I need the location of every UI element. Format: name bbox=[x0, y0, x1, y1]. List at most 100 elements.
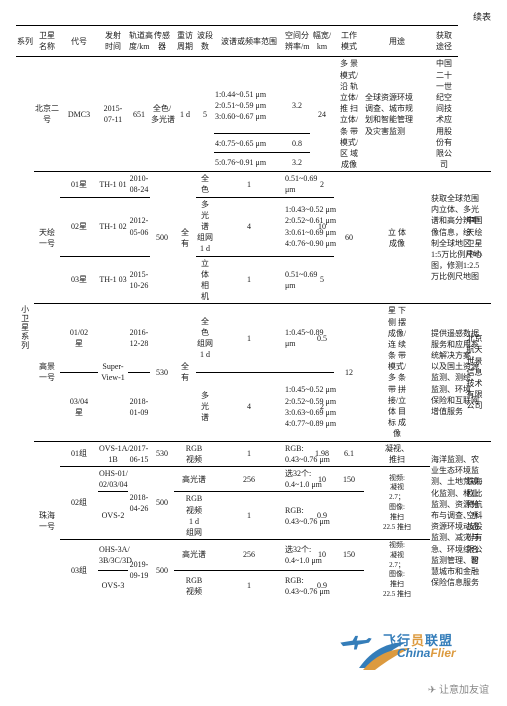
zh-g3-ohs-swath: 150 bbox=[334, 540, 364, 571]
zh-g2-ovs-spec: RGB: 0.43~0.76 μm bbox=[284, 492, 310, 540]
gj-sensor-mid: 全 有 bbox=[174, 304, 196, 441]
th-r1-sensor: 全 色 bbox=[196, 172, 214, 197]
dmc-launch: 2015- 07-11 bbox=[98, 57, 128, 172]
th-r3-bands: 1 bbox=[214, 256, 284, 304]
zh-g2-ovs-code: OVS-2 bbox=[98, 492, 128, 540]
dmc-spec3: 5:0.76~0.91 μm bbox=[214, 153, 284, 172]
zh-g3-ovs-mode: 视频: 凝视 2.7； 图像: 推扫 22.5 推扫 bbox=[364, 540, 430, 601]
zh-g2-ohs-spec: 选32个: 0.4~1.0 μm bbox=[284, 466, 310, 491]
dmc-sat: 北京二号 bbox=[34, 57, 60, 172]
gj-code: Super- View-1 bbox=[98, 304, 128, 441]
gj-r2-sat: 03/04 星 bbox=[60, 372, 98, 441]
zh-g1-swath: 6.1 bbox=[334, 441, 364, 466]
th-code: 代号 bbox=[60, 26, 98, 57]
zh-g3-ohs-code: OHS-3A/ 3B/3C/3D bbox=[98, 540, 128, 571]
th-sensor-mid: 全 有 bbox=[174, 172, 196, 304]
zh-g2-alt: 500 bbox=[150, 466, 174, 539]
th-r2-bands: 4 bbox=[214, 197, 284, 256]
dmc-sensor: 全色/ 多光谱 bbox=[150, 57, 174, 172]
zh-g3-sat: 03组 bbox=[60, 540, 98, 601]
watermark-logo: 飞行员联盟 ChinaFlier bbox=[357, 632, 477, 682]
th-sensor: 传感器 bbox=[150, 26, 174, 57]
th-row1: 天绘 一号 01星 TH-1 01 2010- 08-24 500 全 有 全 … bbox=[16, 172, 491, 197]
th-r1-spec: 0.51~0.69 μm bbox=[284, 172, 310, 197]
zh-g2-ovs-res: 0.9 bbox=[310, 492, 334, 540]
zh-g3-launch: 2019- 09-19 bbox=[128, 540, 150, 601]
satellite-table: 系列 卫星 名称 代号 发射 时间 轨道高 度/km 传感器 重访 周期 波段 … bbox=[16, 25, 491, 601]
dmc-res2: 0.8 bbox=[284, 134, 310, 153]
th-r2-launch: 2012- 05-06 bbox=[128, 197, 150, 256]
zh-g3-ohs: 03组 OHS-3A/ 3B/3C/3D 2019- 09-19 500 高光谱… bbox=[16, 540, 491, 571]
zh-g1-launch: 2017- 06-15 bbox=[128, 441, 150, 466]
zh-g2-ovs-bands: 1 bbox=[214, 492, 284, 540]
wing-icon bbox=[357, 638, 417, 674]
th-use: 用途 bbox=[364, 26, 430, 57]
th-alt: 500 bbox=[150, 172, 174, 304]
gj-r2-bands: 4 bbox=[214, 372, 284, 441]
th-r1-launch: 2010- 08-24 bbox=[128, 172, 150, 197]
zh-use: 海洋监测、农 业生态环境监 测、土地荒漠 化监测、林业 监测、资源分 布与调查、… bbox=[430, 441, 458, 601]
th-revisit: 重访 周期 bbox=[174, 26, 196, 57]
zh-g2-ohs-bands: 256 bbox=[214, 466, 284, 491]
gj-r1-sensor: 全 色组网 1 d bbox=[196, 304, 214, 373]
series-label: 小卫星系列 bbox=[19, 305, 30, 350]
gj-r2-sensor: 多 光 谱 bbox=[196, 372, 214, 441]
zh-g3-ovs-spec: RGB: 0.43~0.76 μm bbox=[284, 571, 310, 601]
th-sat: 卫星 名称 bbox=[34, 26, 60, 57]
th-mode: 立 体 成像 bbox=[364, 172, 430, 304]
zh-g2-launch: 2018- 04-26 bbox=[128, 466, 150, 539]
dmc-rev: 1 d bbox=[174, 57, 196, 172]
dmc-alt: 651 bbox=[128, 57, 150, 172]
airplane-icon bbox=[339, 631, 373, 658]
th-src: 获取 途径 bbox=[430, 26, 458, 57]
zh-g1-bands: 1 bbox=[214, 441, 284, 466]
th-launch: 发射 时间 bbox=[98, 26, 128, 57]
th-spatial: 空间分 辨率/m bbox=[284, 26, 310, 57]
th-r3-sensor: 立 体 相 机 bbox=[196, 256, 214, 304]
dmc-spec2: 4:0.75~0.65 μm bbox=[214, 134, 284, 153]
gj-swath: 12 bbox=[334, 304, 364, 441]
th-r1-sat: 01星 bbox=[60, 172, 98, 197]
th-src: 中国 天绘 卫星 中心 bbox=[458, 172, 491, 304]
zh-g3-alt: 500 bbox=[150, 540, 174, 601]
th-series: 系列 bbox=[16, 26, 34, 57]
watermark-en: ChinaFlier bbox=[397, 646, 456, 660]
zh-g1-mode: 凝视、 推扫 bbox=[364, 441, 430, 466]
dmc-spec1: 1:0.44~0.51 μm 2:0.51~0.59 μm 3:0.60~0.6… bbox=[214, 57, 284, 134]
gj-r1-res: 0.5 bbox=[310, 304, 334, 373]
zh-g3-ohs-sensor: 高光谱 bbox=[174, 540, 214, 571]
zh-g2-ohs-sensor: 高光谱 bbox=[174, 466, 214, 491]
dmc-mode: 多 景 模式/ 沿 轨 立体/ 推 扫 立体/ 条 带 模式/ 区 域 成像 bbox=[334, 57, 364, 172]
zh-g2-ovs-mode: 视频: 凝视 2.7； 图像: 推扫 22.5 推扫 bbox=[364, 466, 430, 539]
dmc-src: 中国 二十 一世 纪空 间技 术应 用股 份有 限公 司 bbox=[430, 57, 458, 172]
continuation-label: 续表 bbox=[16, 10, 491, 23]
zh-g1-alt: 530 bbox=[150, 441, 174, 466]
th-use: 获取全球范围 内立体、多光 谱和高分辨率 像信息，绘 制全球地区 1:5万比例尺… bbox=[430, 172, 458, 304]
zh-g2-ohs-swath: 150 bbox=[334, 466, 364, 491]
zh-g2-sat: 02组 bbox=[60, 466, 98, 539]
th-r1-bands: 1 bbox=[214, 172, 284, 197]
zh-g3-ohs-spec: 选32个: 0.4~1.0 μm bbox=[284, 540, 310, 571]
zh-g1-sat: 01组 bbox=[60, 441, 98, 466]
zh-g3-ovs-res: 0.9 bbox=[310, 571, 334, 601]
gj-r1-sat: 01/02 星 bbox=[60, 304, 98, 373]
th-r2-spec: 1:0.43~0.52 μm 2:0.52~0.61 μm 3:0.61~0.6… bbox=[284, 197, 310, 256]
dmc-res1: 3.2 bbox=[284, 57, 310, 134]
th-r3-spec: 0.51~0.69 μm bbox=[284, 256, 310, 304]
th-swath: 幅宽/ km bbox=[310, 26, 334, 57]
th-r2-code: TH-1 02 bbox=[98, 197, 128, 256]
zh-g2-ovs-sensor: RGB 视频 1 d组网 bbox=[174, 492, 214, 540]
gj-r2-launch: 2018- 01-09 bbox=[128, 372, 150, 441]
gj-r2-spec: 1:0.45~0.52 μm 2:0.52~0.59 μm 3:0.63~0.6… bbox=[284, 372, 310, 441]
zh-g1-spec: RGB: 0.43~0.76 μm bbox=[284, 441, 310, 466]
gj-use: 提供遥感数据 服务和应用系 统解决方案， 以及国土资源 监测、测绘、 监测、环境… bbox=[430, 304, 458, 441]
zh-g1-sensor: RGB 视频 bbox=[174, 441, 214, 466]
th-spectral: 波谱或频率范围 bbox=[214, 26, 284, 57]
th-name: 天绘 一号 bbox=[34, 172, 60, 304]
gj-r1-spec: 1:0.45~0.89 μm bbox=[284, 304, 310, 373]
zh-g2-ohs: 02组 OHS-01/ 02/03/04 2018- 04-26 500 高光谱… bbox=[16, 466, 491, 491]
zh-name: 珠海 一号 bbox=[34, 441, 60, 601]
gj-name: 高景 一号 bbox=[34, 304, 60, 441]
dmc-bands: 5 bbox=[196, 57, 214, 172]
watermark-slogan: ✈ 让意加友谊 bbox=[428, 681, 489, 696]
